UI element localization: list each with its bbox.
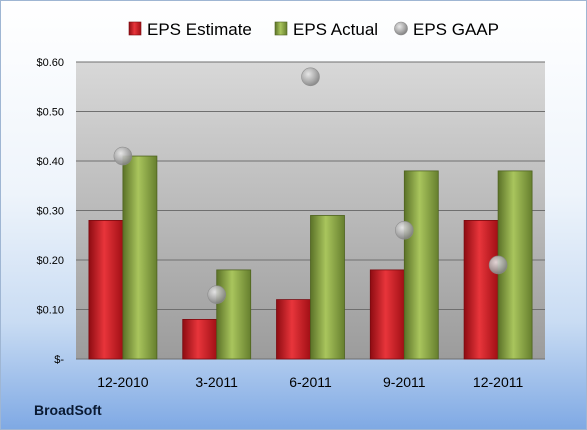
eps-gaap-marker [113, 146, 133, 166]
y-axis: $- $0.10 $0.20 $0.30 $0.40 $0.50 $0.60 [36, 57, 64, 366]
x-axis: 12-2010 3-2011 6-2011 9-2011 12-2011 [97, 374, 523, 390]
y-tick-label: $0.10 [36, 305, 64, 317]
x-category-label: 3-2011 [195, 374, 238, 390]
x-category-label: 6-2011 [289, 374, 332, 390]
eps-actual-bar [310, 215, 345, 360]
y-tick-label: $0.30 [36, 206, 64, 218]
x-category-label: 12-2011 [473, 374, 524, 390]
eps-actual-bar [403, 170, 439, 360]
legend-swatch [394, 21, 408, 36]
company-name: BroadSoft [34, 402, 102, 418]
y-tick-label: $- [54, 354, 64, 366]
legend: EPS Estimate EPS Actual EPS GAAP [128, 20, 499, 39]
eps-estimate-bar [276, 299, 311, 360]
legend-label: EPS Estimate [147, 20, 252, 39]
y-tick-label: $0.60 [36, 57, 64, 69]
eps-estimate-bar [463, 219, 499, 360]
legend-swatch [274, 21, 288, 36]
y-tick-label: $0.20 [36, 255, 64, 267]
eps-gaap-marker [394, 221, 414, 240]
eps-gaap-marker [488, 255, 508, 275]
eps-estimate-bar [88, 219, 124, 360]
bars [88, 155, 533, 360]
eps-actual-bar [122, 155, 158, 360]
gaap-markers [113, 67, 508, 304]
eps-gaap-marker [207, 285, 226, 304]
eps-actual-bar [216, 269, 252, 360]
legend-swatch [128, 21, 142, 36]
y-tick-label: $0.40 [36, 156, 64, 168]
x-category-label: 12-2010 [97, 374, 149, 390]
x-category-label: 9-2011 [383, 374, 426, 390]
eps-estimate-bar [369, 269, 405, 360]
eps-estimate-bar [182, 318, 218, 360]
legend-label: EPS GAAP [413, 20, 499, 39]
eps-gaap-marker [301, 67, 320, 87]
y-tick-label: $0.50 [36, 107, 64, 119]
legend-label: EPS Actual [293, 20, 378, 39]
